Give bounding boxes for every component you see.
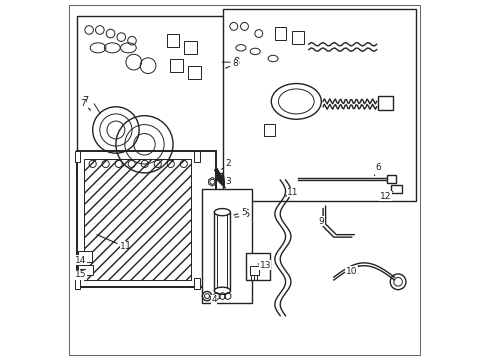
Bar — [194, 152, 200, 162]
Text: 10: 10 — [345, 266, 358, 276]
Bar — [201, 189, 251, 303]
Text: 6: 6 — [374, 163, 381, 176]
Text: 1: 1 — [125, 241, 131, 251]
Bar — [77, 16, 233, 173]
Bar — [249, 266, 258, 275]
Bar — [378, 96, 392, 111]
Bar — [80, 269, 84, 273]
Bar — [263, 123, 275, 136]
Text: 3: 3 — [221, 177, 231, 186]
Bar — [78, 251, 92, 262]
Text: 5: 5 — [233, 208, 246, 217]
Text: 11: 11 — [285, 188, 298, 197]
Bar — [217, 212, 226, 291]
Text: 8: 8 — [233, 57, 239, 67]
Ellipse shape — [214, 287, 230, 294]
Text: 8: 8 — [225, 59, 238, 68]
Text: 13: 13 — [258, 261, 270, 270]
Text: 1: 1 — [97, 235, 126, 251]
Bar — [223, 9, 415, 202]
Bar — [166, 34, 179, 47]
Bar — [194, 278, 200, 289]
Bar — [78, 265, 93, 275]
Bar — [80, 256, 84, 260]
Text: 9: 9 — [318, 216, 324, 226]
Text: 12: 12 — [379, 192, 392, 201]
Bar — [170, 59, 183, 72]
Bar — [386, 175, 395, 183]
Bar — [83, 158, 190, 280]
Text: 5: 5 — [243, 209, 249, 219]
Text: 7: 7 — [82, 96, 88, 107]
Bar — [246, 253, 269, 280]
Text: 2: 2 — [221, 159, 231, 169]
Text: 14: 14 — [75, 256, 86, 265]
FancyArrow shape — [214, 168, 225, 188]
Bar — [75, 152, 80, 162]
Ellipse shape — [214, 208, 230, 216]
Text: 7: 7 — [80, 99, 90, 110]
Bar — [75, 278, 80, 289]
Text: 4: 4 — [209, 295, 217, 304]
Bar — [184, 41, 197, 54]
Bar — [188, 66, 201, 79]
Bar — [274, 27, 285, 40]
Bar — [390, 185, 401, 193]
Text: 15: 15 — [75, 270, 86, 279]
Bar — [77, 152, 216, 287]
Bar — [292, 31, 303, 44]
Bar — [214, 212, 230, 291]
